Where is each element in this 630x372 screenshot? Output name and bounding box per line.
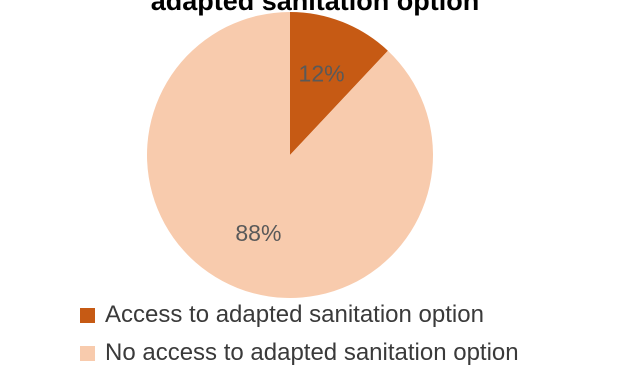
legend-item-no-access: No access to adapted sanitation option bbox=[80, 334, 519, 372]
legend-label-access: Access to adapted sanitation option bbox=[105, 301, 484, 328]
pie-slice-no-access bbox=[146, 12, 434, 298]
slice-label-access: 12% bbox=[299, 60, 345, 86]
chart-title: adapted sanitation option bbox=[150, 0, 480, 16]
legend-swatch-no-access bbox=[80, 345, 95, 361]
legend: Access to adapted sanitation option No a… bbox=[80, 296, 519, 372]
legend-swatch-access bbox=[80, 307, 95, 323]
legend-label-no-access: No access to adapted sanitation option bbox=[105, 339, 519, 366]
slice-label-no-access: 88% bbox=[235, 220, 281, 246]
pie-slice-access bbox=[290, 12, 388, 155]
legend-item-access: Access to adapted sanitation option bbox=[80, 296, 519, 334]
